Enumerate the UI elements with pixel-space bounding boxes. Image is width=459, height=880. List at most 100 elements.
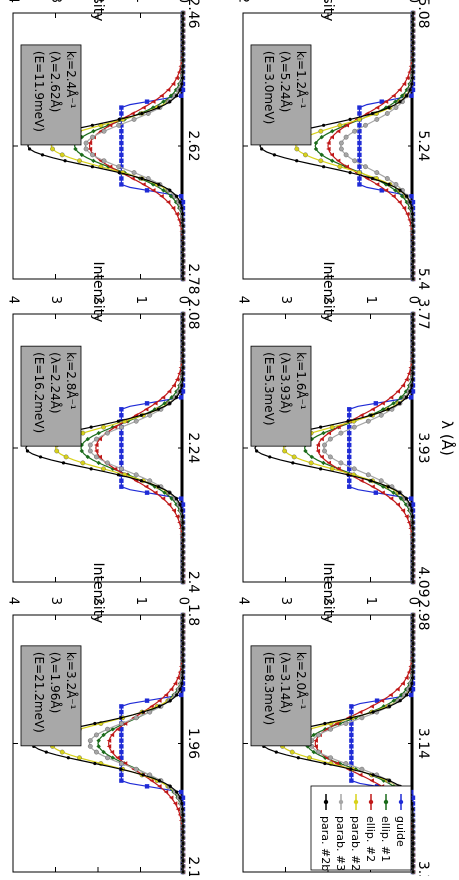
series-line-guide	[348, 314, 414, 582]
data-point-para2b	[411, 360, 415, 364]
data-point-parab3	[131, 117, 137, 122]
data-point-para2b	[411, 813, 415, 817]
data-point-ellip2	[326, 460, 332, 466]
series-line-para2b	[25, 314, 184, 582]
data-point-parab3	[147, 412, 153, 418]
data-point-parab3	[343, 761, 349, 766]
data-point-guide	[119, 164, 124, 169]
data-point-para2b	[140, 111, 144, 116]
data-point-guide	[347, 413, 352, 418]
data-point-guide	[119, 738, 124, 743]
data-point-para2b	[411, 574, 415, 578]
series-para2b	[25, 312, 185, 584]
data-point-guide	[347, 424, 352, 430]
data-point-ellip1	[110, 755, 115, 760]
data-point-para2b	[411, 853, 415, 857]
data-point-guide	[119, 484, 124, 489]
data-point-parab2	[337, 164, 343, 170]
data-point-ellip2	[170, 81, 176, 87]
data-point-para2b	[260, 147, 264, 151]
data-point-para2b	[181, 70, 185, 74]
data-point-ellip2	[141, 105, 146, 110]
info-box-bg	[250, 44, 312, 146]
info-box-line: (E=21.2meV)	[32, 652, 46, 733]
data-point-para2b	[398, 491, 402, 495]
data-point-para2b	[181, 847, 185, 851]
info-box: kᵢ=1.2Å⁻¹(λ=5.24Å)(E=3.0meV)	[250, 44, 312, 146]
y-tick-label: 0	[406, 296, 421, 304]
data-point-ellip2	[359, 413, 364, 418]
data-point-para2b	[181, 277, 185, 281]
series-guide	[119, 311, 186, 585]
info-box-line: (E=8.3meV)	[262, 652, 276, 725]
data-point-para2b	[411, 259, 415, 263]
data-point-ellip2	[397, 87, 402, 93]
data-point-para2b	[322, 165, 326, 169]
data-point-para2b	[181, 670, 185, 674]
series-parab3	[87, 311, 186, 585]
data-point-para2b	[181, 259, 185, 263]
data-point-para2b	[89, 425, 93, 429]
data-point-para2b	[411, 568, 415, 572]
data-point-para2b	[398, 401, 402, 405]
data-point-para2b	[140, 176, 144, 181]
data-point-parab3	[87, 442, 93, 448]
data-point-guide	[347, 442, 352, 448]
data-point-para2b	[181, 29, 185, 33]
info-box: kᵢ=2.8Å⁻¹(λ=2.24Å)(E=16.2meV)	[20, 345, 82, 447]
data-point-para2b	[181, 556, 185, 560]
data-point-para2b	[157, 182, 161, 187]
x-tick-label: 5.24	[415, 130, 431, 161]
data-point-guide	[119, 704, 124, 709]
data-point-para2b	[180, 681, 184, 686]
data-point-para2b	[411, 664, 415, 669]
data-point-para2b	[255, 449, 259, 453]
data-point-para2b	[387, 182, 391, 187]
data-point-parab2	[282, 448, 288, 454]
data-point-para2b	[411, 336, 415, 340]
data-point-ellip2	[406, 371, 412, 376]
data-point-parab2	[59, 152, 65, 158]
data-point-ellip1	[399, 93, 405, 98]
data-point-ellip2	[87, 146, 93, 152]
data-point-parab3	[83, 140, 89, 146]
data-point-guide	[144, 188, 150, 193]
data-point-para2b	[180, 212, 185, 216]
data-point-para2b	[411, 277, 415, 281]
data-point-parab3	[133, 766, 139, 772]
data-point-para2b	[411, 23, 415, 27]
data-point-guide	[410, 87, 416, 93]
data-point-guide	[410, 199, 416, 205]
data-point-para2b	[119, 767, 123, 771]
panel-p2: 0 1 2 3 4 Intensity 3.77 3.93 4.09 kᵢ=1.6Å⁻¹(λ=3.…	[236, 262, 432, 598]
data-point-ellip2	[122, 761, 128, 766]
data-point-para2b	[181, 824, 185, 828]
data-point-parab3	[338, 140, 344, 146]
legend-entry: ellip. #1	[379, 816, 392, 862]
data-point-parab2	[54, 448, 60, 454]
series-ellip1	[96, 612, 186, 875]
data-point-guide	[410, 687, 416, 692]
data-point-parab3	[338, 460, 344, 466]
data-point-para2b	[411, 247, 415, 252]
data-point-ellip2	[359, 478, 364, 483]
data-point-para2b	[411, 653, 415, 657]
data-point-para2b	[181, 526, 185, 531]
data-point-para2b	[410, 76, 415, 80]
data-point-para2b	[139, 413, 143, 417]
data-point-parab3	[384, 111, 390, 116]
data-point-ellip2	[175, 675, 181, 681]
panel-p3: 0 1 2 3 4 Intensity 2.98 3.14 3.3 kᵢ=2.0Å⁻¹(λ=3.1…	[236, 563, 432, 880]
data-point-guide	[119, 419, 124, 424]
data-point-guide	[119, 436, 124, 442]
data-point-guide	[349, 778, 354, 783]
data-point-para2b	[411, 847, 415, 851]
data-point-parab3	[119, 424, 124, 430]
data-point-ellip2	[344, 123, 350, 128]
data-point-para2b	[181, 241, 185, 246]
data-point-parab3	[363, 164, 368, 170]
data-point-ellip2	[401, 205, 407, 211]
data-point-parab3	[365, 418, 371, 424]
data-point-para2b	[387, 704, 391, 708]
